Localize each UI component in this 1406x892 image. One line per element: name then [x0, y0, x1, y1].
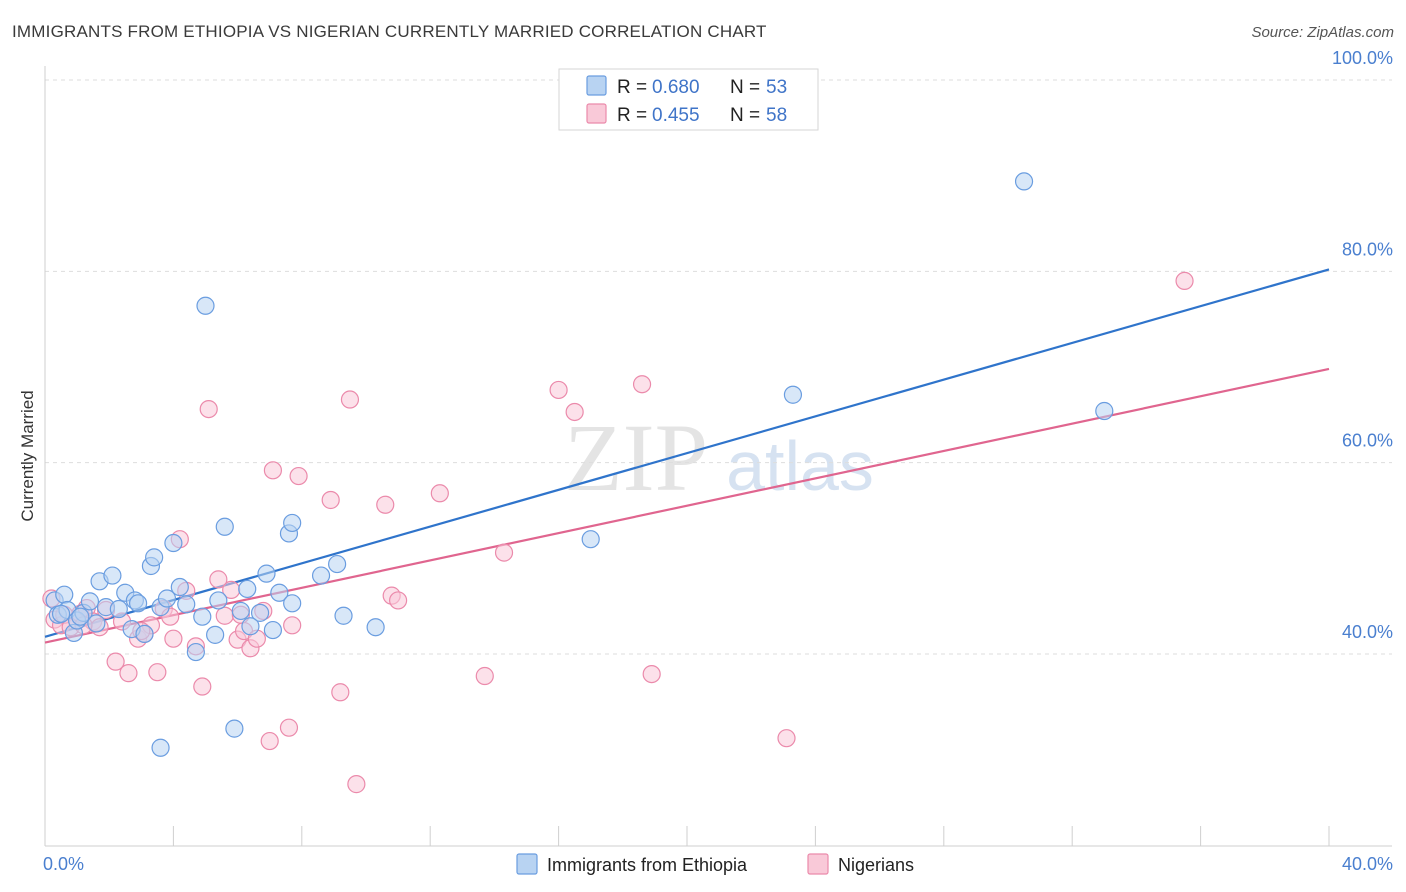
point-ethiopia-48: [783, 385, 803, 404]
trend-line-ethiopia: [44, 268, 1330, 638]
point-ethiopia-46: [51, 604, 71, 623]
watermark-zip: ZIP: [564, 404, 708, 511]
point-ethiopia-40: [311, 566, 331, 585]
point-nigerians-53: [1175, 271, 1194, 290]
y-tick-label-100: 100.0%: [1332, 48, 1393, 68]
point-ethiopia-18: [145, 548, 164, 567]
y-tick-label-80: 80.0%: [1342, 239, 1393, 259]
point-nigerians-35: [279, 718, 299, 737]
legend-n-value-nigerians: 58: [766, 105, 787, 126]
legend-swatch-nigerians: [586, 103, 607, 124]
point-nigerians-24: [199, 399, 218, 419]
point-nigerians-45: [430, 484, 449, 503]
point-nigerians-36: [283, 616, 302, 635]
point-nigerians-47: [494, 543, 514, 562]
data-points: [42, 172, 1194, 794]
point-nigerians-46: [475, 666, 494, 686]
point-nigerians-12: [119, 664, 138, 683]
point-ethiopia-11: [103, 566, 122, 585]
point-ethiopia-25: [193, 607, 212, 626]
source-label: Source: ZipAtlas.com: [1251, 24, 1394, 41]
point-nigerians-50: [632, 375, 652, 394]
point-ethiopia-22: [170, 577, 189, 597]
point-ethiopia-24: [186, 642, 205, 662]
point-ethiopia-42: [334, 606, 353, 625]
point-ethiopia-28: [209, 591, 228, 610]
point-ethiopia-16: [135, 624, 154, 644]
legend-n-label-nigerians: N =: [730, 105, 760, 126]
legend-n-value-ethiopia: 53: [766, 77, 787, 98]
y-tick-label-60: 60.0%: [1342, 431, 1393, 451]
point-nigerians-26: [215, 606, 234, 625]
point-ethiopia-12: [109, 599, 128, 619]
point-ethiopia-27: [206, 625, 225, 644]
point-nigerians-11: [106, 652, 125, 671]
legend-r-value-ethiopia: 0.680: [652, 77, 700, 98]
x-tick-label-max: 40.0%: [1342, 854, 1393, 874]
point-nigerians-16: [148, 663, 167, 682]
chart-title: IMMIGRANTS FROM ETHIOPIA VS NIGERIAN CUR…: [12, 22, 767, 41]
legend-n-label-ethiopia: N =: [730, 77, 760, 98]
point-ethiopia-32: [238, 579, 257, 599]
point-nigerians-51: [642, 664, 661, 684]
point-nigerians-33: [260, 731, 279, 751]
point-ethiopia-30: [225, 719, 244, 738]
legend-r-label-ethiopia: R =: [617, 77, 647, 98]
point-nigerians-37: [289, 466, 308, 486]
point-nigerians-34: [263, 461, 283, 480]
point-nigerians-52: [777, 729, 796, 748]
point-ethiopia-33: [250, 603, 270, 622]
series-legend: Immigrants from Ethiopia Nigerians: [516, 853, 914, 875]
point-ethiopia-7: [80, 592, 100, 611]
legend-r-value-nigerians: 0.455: [652, 105, 700, 126]
stats-legend: R = 0.680 N = 53 R = 0.455 N = 58: [558, 68, 819, 131]
series-legend-swatch-ethiopia: [516, 853, 538, 875]
point-nigerians-42: [376, 495, 395, 514]
point-ethiopia-51: [128, 594, 148, 613]
point-ethiopia-49: [1014, 172, 1034, 191]
point-nigerians-39: [331, 683, 350, 702]
point-ethiopia-29: [215, 517, 234, 536]
point-nigerians-44: [389, 591, 408, 610]
point-ethiopia-26: [196, 296, 215, 315]
point-ethiopia-2: [55, 585, 74, 604]
point-ethiopia-39: [283, 594, 302, 613]
point-ethiopia-35: [263, 620, 283, 640]
point-ethiopia-47: [581, 530, 600, 549]
point-nigerians-23: [193, 677, 212, 696]
point-ethiopia-38: [283, 513, 302, 533]
legend-r-label-nigerians: R =: [617, 105, 647, 126]
point-nigerians-19: [164, 629, 183, 648]
y-tick-label-40: 40.0%: [1342, 622, 1393, 642]
point-nigerians-48: [549, 380, 568, 400]
point-ethiopia-34: [257, 564, 276, 583]
point-ethiopia-23: [177, 595, 196, 614]
grid-lines: [45, 79, 1392, 655]
tick-labels: 40.0% 60.0% 80.0% 100.0% 0.0% 40.0%: [43, 48, 1393, 874]
point-nigerians-41: [347, 775, 366, 794]
x-tick-label-min: 0.0%: [43, 854, 84, 874]
point-ethiopia-50: [1095, 401, 1114, 421]
point-ethiopia-44: [151, 738, 170, 757]
point-nigerians-25: [209, 570, 228, 589]
point-ethiopia-36: [270, 583, 289, 602]
legend-swatch-ethiopia: [586, 75, 607, 96]
series-legend-label-ethiopia: Immigrants from Ethiopia: [547, 855, 748, 875]
point-nigerians-49: [565, 402, 584, 422]
trend-line-nigerians: [44, 367, 1330, 644]
point-nigerians-38: [321, 490, 340, 510]
point-ethiopia-52: [71, 607, 90, 626]
axes: [44, 66, 1392, 847]
point-ethiopia-20: [157, 589, 177, 608]
point-ethiopia-43: [366, 618, 385, 637]
point-ethiopia-21: [164, 533, 183, 553]
point-nigerians-40: [340, 390, 360, 409]
point-ethiopia-45: [241, 617, 260, 636]
point-ethiopia-8: [87, 614, 106, 633]
series-legend-swatch-nigerians: [807, 853, 829, 875]
point-ethiopia-41: [328, 554, 347, 574]
point-ethiopia-31: [231, 601, 250, 621]
series-legend-label-nigerians: Nigerians: [838, 855, 914, 875]
